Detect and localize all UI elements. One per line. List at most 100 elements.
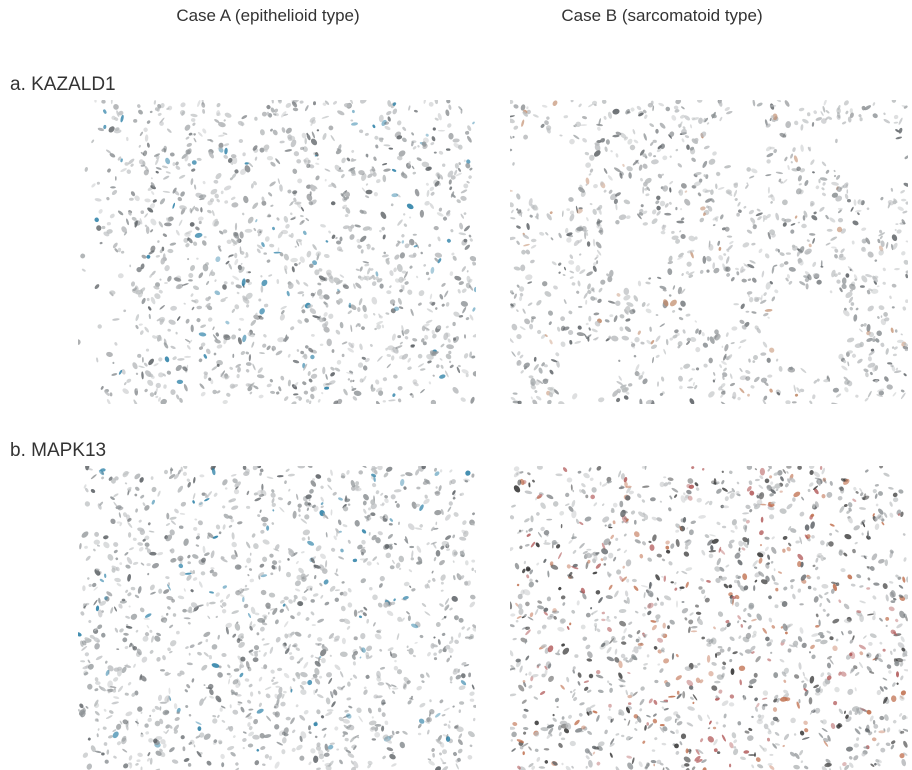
cell [591, 328, 598, 333]
cell [809, 675, 815, 684]
cell [841, 631, 844, 636]
cell [622, 294, 631, 302]
cell [588, 316, 591, 322]
cell [747, 291, 753, 295]
cell [577, 730, 584, 732]
cell [893, 648, 896, 652]
cell [246, 506, 250, 509]
cell [734, 197, 738, 201]
cell [624, 590, 628, 597]
cell [786, 252, 791, 255]
cell [252, 735, 260, 740]
cell [723, 344, 729, 352]
cell [654, 737, 658, 741]
cell [317, 129, 319, 131]
cell [322, 293, 330, 301]
cell [469, 314, 474, 321]
cell [560, 684, 566, 690]
cell [320, 343, 324, 346]
cell [409, 585, 412, 588]
cell [879, 641, 883, 645]
cell [342, 388, 348, 396]
cell [303, 661, 310, 669]
cell [510, 201, 515, 208]
cell [636, 105, 642, 111]
cell [519, 545, 523, 550]
cell [296, 611, 302, 617]
cell [362, 611, 368, 616]
cell [264, 753, 270, 759]
cell [692, 701, 695, 704]
cell [440, 469, 443, 472]
cell [133, 119, 137, 123]
cell [814, 707, 821, 714]
cell [599, 279, 606, 286]
cell [222, 524, 226, 530]
cell [552, 717, 558, 723]
cell [859, 651, 864, 656]
cell [524, 490, 532, 495]
cell [302, 381, 307, 386]
cell [585, 755, 590, 760]
cell [740, 624, 743, 628]
cell [112, 242, 119, 249]
cell [730, 342, 735, 345]
cell [597, 397, 604, 403]
cell [601, 482, 608, 487]
cell [313, 722, 318, 727]
cell [459, 701, 464, 705]
cell [113, 755, 118, 759]
cell [286, 291, 290, 297]
cell [798, 662, 802, 670]
cell [767, 730, 772, 735]
cell [800, 367, 807, 373]
cell [301, 537, 306, 542]
cell [840, 365, 848, 372]
cell [463, 212, 466, 215]
cell [770, 546, 778, 555]
cell [644, 114, 649, 119]
cell [198, 272, 204, 279]
cell [367, 707, 372, 714]
cell [546, 596, 551, 601]
cell [377, 355, 384, 362]
cell [159, 304, 166, 310]
cell [606, 656, 615, 663]
row-label: a. KAZALD1 [10, 74, 116, 96]
cell [93, 642, 100, 650]
cell [334, 367, 341, 373]
cell [568, 197, 574, 203]
cell [821, 161, 827, 167]
cell [147, 573, 150, 576]
cell [190, 589, 194, 593]
cell [902, 306, 907, 311]
cell [337, 519, 342, 525]
cell [97, 324, 102, 329]
cell [569, 213, 576, 222]
cell [159, 278, 162, 281]
cell [98, 208, 104, 214]
cell [347, 681, 351, 686]
cell [307, 633, 312, 638]
cell [760, 544, 763, 547]
cell [588, 173, 592, 176]
cell [328, 230, 332, 234]
cell [445, 302, 449, 307]
cell [627, 672, 631, 675]
cell [214, 338, 222, 344]
cell [428, 243, 432, 247]
cell [890, 188, 893, 192]
cell [438, 150, 444, 155]
cell [383, 472, 390, 479]
cell [530, 541, 536, 548]
cell [851, 302, 855, 306]
cell [905, 299, 908, 303]
cell [371, 280, 377, 286]
cell [609, 687, 613, 693]
cell [279, 184, 283, 192]
cell [441, 589, 444, 592]
cell [163, 190, 171, 193]
cell [767, 316, 770, 319]
cell [635, 638, 639, 642]
cell [572, 666, 576, 670]
